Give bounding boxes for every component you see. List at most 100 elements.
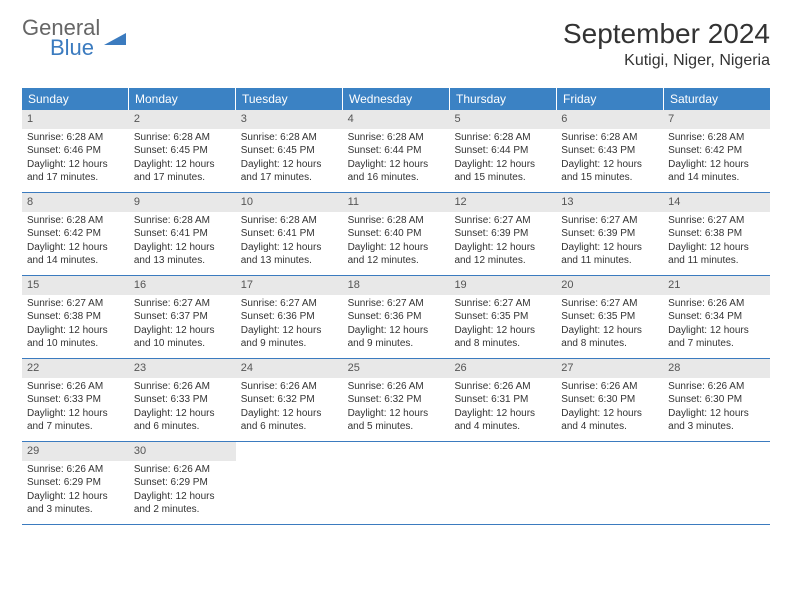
day-number: 2 — [129, 110, 236, 129]
day-cell: 5 Sunrise: 6:28 AMSunset: 6:44 PMDaylight… — [449, 110, 556, 192]
sunrise-line: Sunrise: 6:27 AM — [561, 297, 658, 311]
sunrise-line: Sunrise: 6:26 AM — [27, 380, 124, 394]
daylight-line: Daylight: 12 hours and 13 minutes. — [134, 241, 231, 268]
sunset-line: Sunset: 6:43 PM — [561, 144, 658, 158]
weekday-header: Wednesday — [343, 88, 450, 110]
day-number: 29 — [22, 442, 129, 461]
sunset-line: Sunset: 6:32 PM — [241, 393, 338, 407]
day-number: 17 — [236, 276, 343, 295]
sunset-line: Sunset: 6:44 PM — [454, 144, 551, 158]
sunset-line: Sunset: 6:33 PM — [27, 393, 124, 407]
sunrise-line: Sunrise: 6:28 AM — [27, 214, 124, 228]
daylight-line: Daylight: 12 hours and 11 minutes. — [668, 241, 765, 268]
day-cell: 16 Sunrise: 6:27 AMSunset: 6:37 PMDayligh… — [129, 276, 236, 358]
day-number: 16 — [129, 276, 236, 295]
day-cell: 3Sunrise: 6:28 AMSunset: 6:45 PMDaylight… — [236, 110, 343, 192]
week-row: 15 Sunrise: 6:27 AMSunset: 6:38 PMDayligh… — [22, 276, 770, 359]
sunset-line: Sunset: 6:39 PM — [454, 227, 551, 241]
sunset-line: Sunset: 6:33 PM — [134, 393, 231, 407]
sunrise-line: Sunrise: 6:27 AM — [454, 214, 551, 228]
day-cell: 26 Sunrise: 6:26 AMSunset: 6:31 PMDayligh… — [449, 359, 556, 441]
sunrise-line: Sunrise: 6:27 AM — [668, 214, 765, 228]
sunrise-line: Sunrise: 6:27 AM — [348, 297, 445, 311]
sunrise-line: Sunrise: 6:28 AM — [668, 131, 765, 145]
week-row: 29Sunrise: 6:26 AMSunset: 6:29 PMDayligh… — [22, 442, 770, 525]
day-number: 22 — [22, 359, 129, 378]
sunrise-line: Sunrise: 6:26 AM — [454, 380, 551, 394]
sunrise-line: Sunrise: 6:26 AM — [134, 380, 231, 394]
week-row: 1 Sunrise: 6:28 AMSunset: 6:46 PMDaylight… — [22, 110, 770, 193]
day-number: 12 — [449, 193, 556, 212]
day-number: 14 — [663, 193, 770, 212]
sunset-line: Sunset: 6:34 PM — [668, 310, 765, 324]
day-cell: 27Sunrise: 6:26 AMSunset: 6:30 PMDayligh… — [556, 359, 663, 441]
location: Kutigi, Niger, Nigeria — [563, 52, 770, 70]
daylight-line: Daylight: 12 hours and 9 minutes. — [348, 324, 445, 351]
sunrise-line: Sunrise: 6:28 AM — [134, 214, 231, 228]
day-content: Sunrise: 6:27 AMSunset: 6:36 PMDaylight:… — [343, 297, 450, 357]
sunrise-line: Sunrise: 6:27 AM — [27, 297, 124, 311]
day-content: Sunrise: 6:28 AMSunset: 6:41 PMDaylight:… — [236, 214, 343, 274]
day-cell: 25Sunrise: 6:26 AMSunset: 6:32 PMDayligh… — [343, 359, 450, 441]
weekday-header: Tuesday — [236, 88, 343, 110]
day-number: 1 — [22, 110, 129, 129]
sunset-line: Sunset: 6:42 PM — [27, 227, 124, 241]
day-content: Sunrise: 6:28 AMSunset: 6:40 PMDaylight:… — [343, 214, 450, 274]
daylight-line: Daylight: 12 hours and 12 minutes. — [348, 241, 445, 268]
daylight-line: Daylight: 12 hours and 4 minutes. — [454, 407, 551, 434]
day-content: Sunrise: 6:27 AMSunset: 6:38 PMDaylight:… — [663, 214, 770, 274]
sunrise-line: Sunrise: 6:28 AM — [241, 214, 338, 228]
day-content: Sunrise: 6:26 AMSunset: 6:31 PMDaylight:… — [449, 380, 556, 440]
day-cell: 28Sunrise: 6:26 AMSunset: 6:30 PMDayligh… — [663, 359, 770, 441]
day-content: Sunrise: 6:26 AMSunset: 6:34 PMDaylight:… — [663, 297, 770, 357]
day-content: Sunrise: 6:28 AMSunset: 6:44 PMDaylight:… — [449, 131, 556, 191]
day-number: 15 — [22, 276, 129, 295]
sunset-line: Sunset: 6:36 PM — [348, 310, 445, 324]
day-number: 26 — [449, 359, 556, 378]
day-cell — [556, 442, 663, 524]
sunrise-line: Sunrise: 6:27 AM — [134, 297, 231, 311]
day-cell: 11 Sunrise: 6:28 AMSunset: 6:40 PMDayligh… — [343, 193, 450, 275]
day-number: 11 — [343, 193, 450, 212]
weekday-header: Friday — [557, 88, 664, 110]
daylight-line: Daylight: 12 hours and 10 minutes. — [134, 324, 231, 351]
day-number: 21 — [663, 276, 770, 295]
day-number: 10 — [236, 193, 343, 212]
sunset-line: Sunset: 6:37 PM — [134, 310, 231, 324]
weeks-container: 1 Sunrise: 6:28 AMSunset: 6:46 PMDaylight… — [22, 110, 770, 525]
day-content: Sunrise: 6:28 AMSunset: 6:42 PMDaylight:… — [663, 131, 770, 191]
weekday-header: Monday — [129, 88, 236, 110]
daylight-line: Daylight: 12 hours and 7 minutes. — [668, 324, 765, 351]
day-cell: 23Sunrise: 6:26 AMSunset: 6:33 PMDayligh… — [129, 359, 236, 441]
day-cell — [663, 442, 770, 524]
daylight-line: Daylight: 12 hours and 10 minutes. — [27, 324, 124, 351]
daylight-line: Daylight: 12 hours and 16 minutes. — [348, 158, 445, 185]
day-number: 30 — [129, 442, 236, 461]
day-number: 27 — [556, 359, 663, 378]
sunrise-line: Sunrise: 6:28 AM — [454, 131, 551, 145]
sunrise-line: Sunrise: 6:28 AM — [134, 131, 231, 145]
day-cell: 15 Sunrise: 6:27 AMSunset: 6:38 PMDayligh… — [22, 276, 129, 358]
sunrise-line: Sunrise: 6:26 AM — [668, 380, 765, 394]
daylight-line: Daylight: 12 hours and 9 minutes. — [241, 324, 338, 351]
day-cell — [343, 442, 450, 524]
day-content: Sunrise: 6:26 AMSunset: 6:32 PMDaylight:… — [343, 380, 450, 440]
sunset-line: Sunset: 6:40 PM — [348, 227, 445, 241]
weekday-header: Sunday — [22, 88, 129, 110]
day-cell: 21 Sunrise: 6:26 AMSunset: 6:34 PMDayligh… — [663, 276, 770, 358]
day-number: 18 — [343, 276, 450, 295]
sunrise-line: Sunrise: 6:26 AM — [668, 297, 765, 311]
day-content: Sunrise: 6:27 AMSunset: 6:38 PMDaylight:… — [22, 297, 129, 357]
day-content: Sunrise: 6:28 AMSunset: 6:45 PMDaylight:… — [236, 131, 343, 191]
day-cell: 30Sunrise: 6:26 AMSunset: 6:29 PMDayligh… — [129, 442, 236, 524]
day-cell: 4Sunrise: 6:28 AMSunset: 6:44 PMDaylight… — [343, 110, 450, 192]
sunrise-line: Sunrise: 6:26 AM — [348, 380, 445, 394]
sunset-line: Sunset: 6:41 PM — [241, 227, 338, 241]
day-content: Sunrise: 6:28 AMSunset: 6:45 PMDaylight:… — [129, 131, 236, 191]
day-content: Sunrise: 6:26 AMSunset: 6:33 PMDaylight:… — [22, 380, 129, 440]
sunrise-line: Sunrise: 6:28 AM — [348, 214, 445, 228]
daylight-line: Daylight: 12 hours and 13 minutes. — [241, 241, 338, 268]
day-cell — [236, 442, 343, 524]
day-content: Sunrise: 6:28 AMSunset: 6:46 PMDaylight:… — [22, 131, 129, 191]
day-number: 5 — [449, 110, 556, 129]
